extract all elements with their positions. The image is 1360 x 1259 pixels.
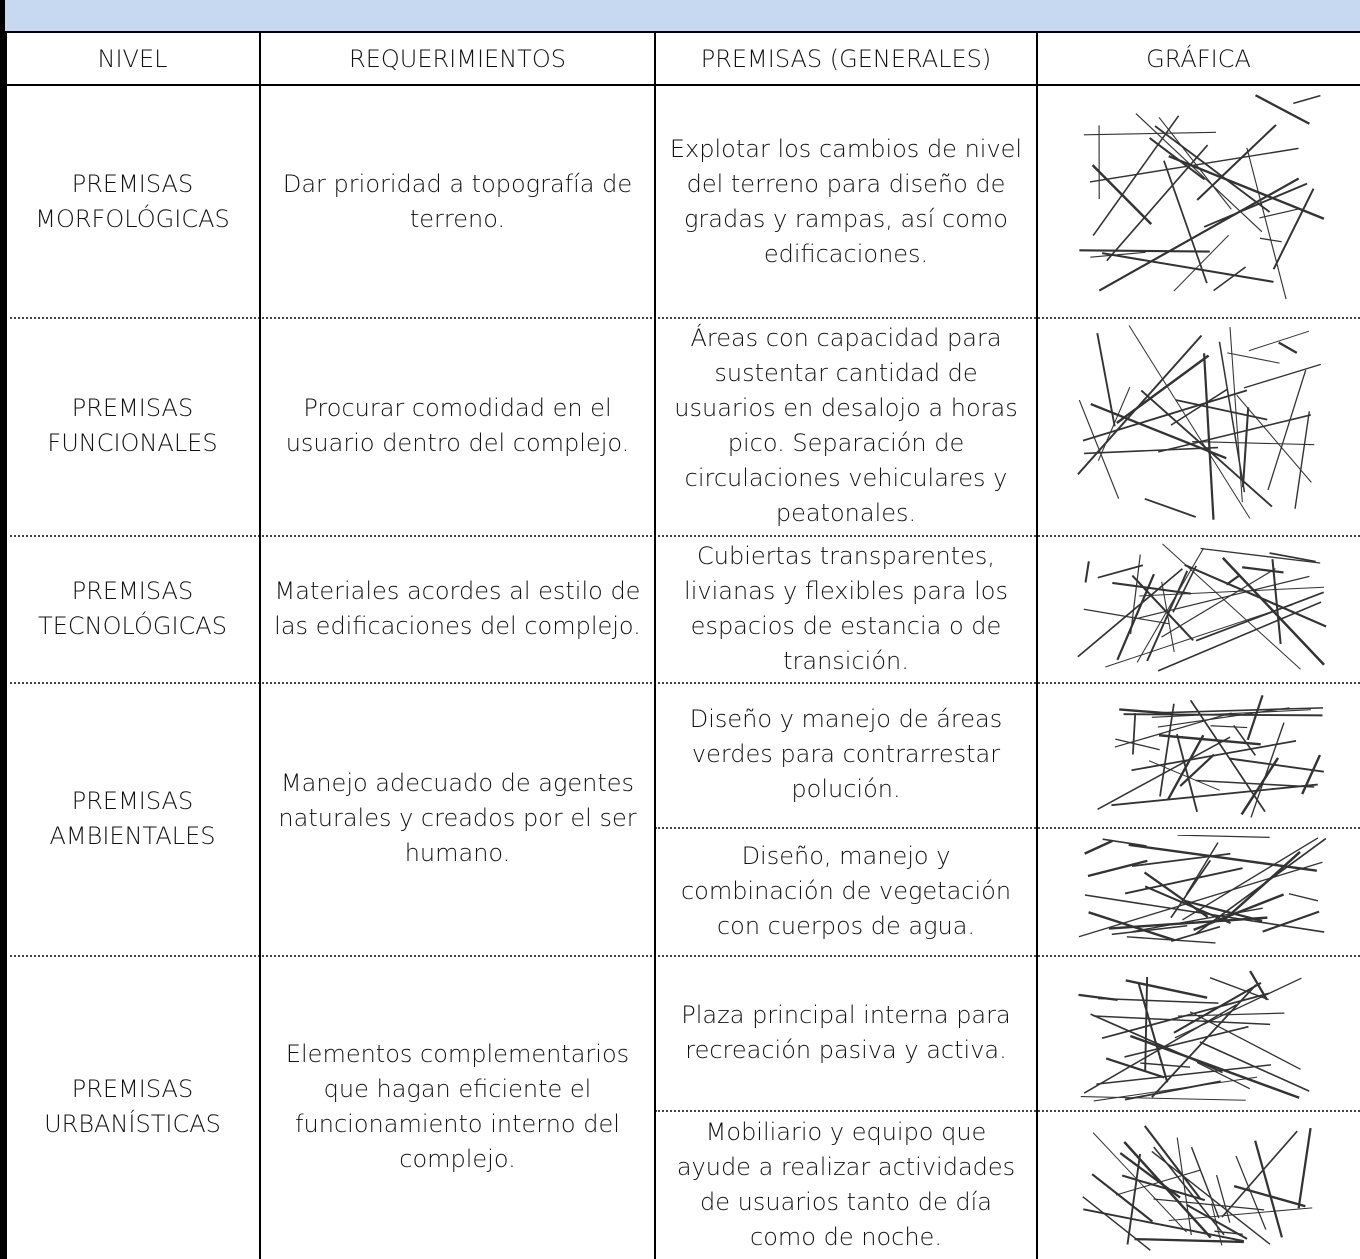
sketch — [1078, 970, 1310, 1102]
header-cell: PREMISAS (GENERALES) — [700, 44, 992, 73]
column-line — [654, 31, 656, 1259]
row-line — [5, 682, 1360, 684]
premisa-cell: Diseño y manejo de áreas verdes para con… — [689, 705, 1003, 803]
requerimientos-cell: Materiales acordes al estilo de las edif… — [274, 576, 641, 640]
left-border — [0, 0, 5, 1259]
row-line — [5, 535, 1360, 537]
requerimientos-cell: Manejo adecuado de agentes naturales y c… — [278, 769, 637, 867]
sketch — [1082, 1125, 1313, 1251]
premisa-cell: Mobiliario y equipo que ayude a realizar… — [676, 1117, 1016, 1251]
premisa-cell: Diseño, manejo y combinación de vegetaci… — [680, 841, 1012, 940]
sketch — [1097, 694, 1324, 818]
premisa-cell: Áreas con capacidad para sustentar canti… — [674, 324, 1018, 527]
header-line — [5, 84, 1360, 86]
header-cell: NIVEL — [97, 44, 168, 73]
sketch — [1077, 325, 1322, 520]
header-cell: REQUERIMIENTOS — [349, 44, 566, 73]
sub-row-line — [655, 827, 1360, 829]
nivel-cell: PREMISAS URBANÍSTICAS — [44, 1075, 221, 1138]
requerimientos-cell: Procurar comodidad en el usuario dentro … — [285, 394, 630, 457]
column-line — [259, 31, 261, 1259]
premisa-cell: Plaza principal interna para recreación … — [681, 1000, 1011, 1064]
premisa-cell: Explotar los cambios de nivel del terren… — [669, 134, 1023, 268]
sketch — [1079, 94, 1325, 300]
sketch — [1078, 835, 1327, 944]
sketch — [1077, 543, 1327, 672]
requerimientos-cell: Elementos complementarios que hagan efic… — [285, 1040, 630, 1173]
nivel-cell: PREMISAS TECNOLÓGICAS — [38, 576, 227, 640]
row-line — [5, 317, 1360, 319]
nivel-cell: PREMISAS AMBIENTALES — [49, 786, 216, 850]
nivel-cell: PREMISAS FUNCIONALES — [47, 394, 218, 457]
column-line — [5, 31, 7, 1259]
sub-row-line — [655, 1110, 1360, 1112]
nivel-cell: PREMISAS MORFOLÓGICAS — [35, 169, 230, 233]
row-line — [5, 955, 1360, 957]
premisa-cell: Cubiertas transparentes, livianas y flex… — [684, 541, 1008, 675]
header-cell: GRÁFICA — [1146, 44, 1251, 73]
requerimientos-cell: Dar prioridad a topografía de terreno. — [282, 169, 633, 233]
column-line — [1036, 31, 1038, 1259]
title-band — [0, 0, 1360, 33]
